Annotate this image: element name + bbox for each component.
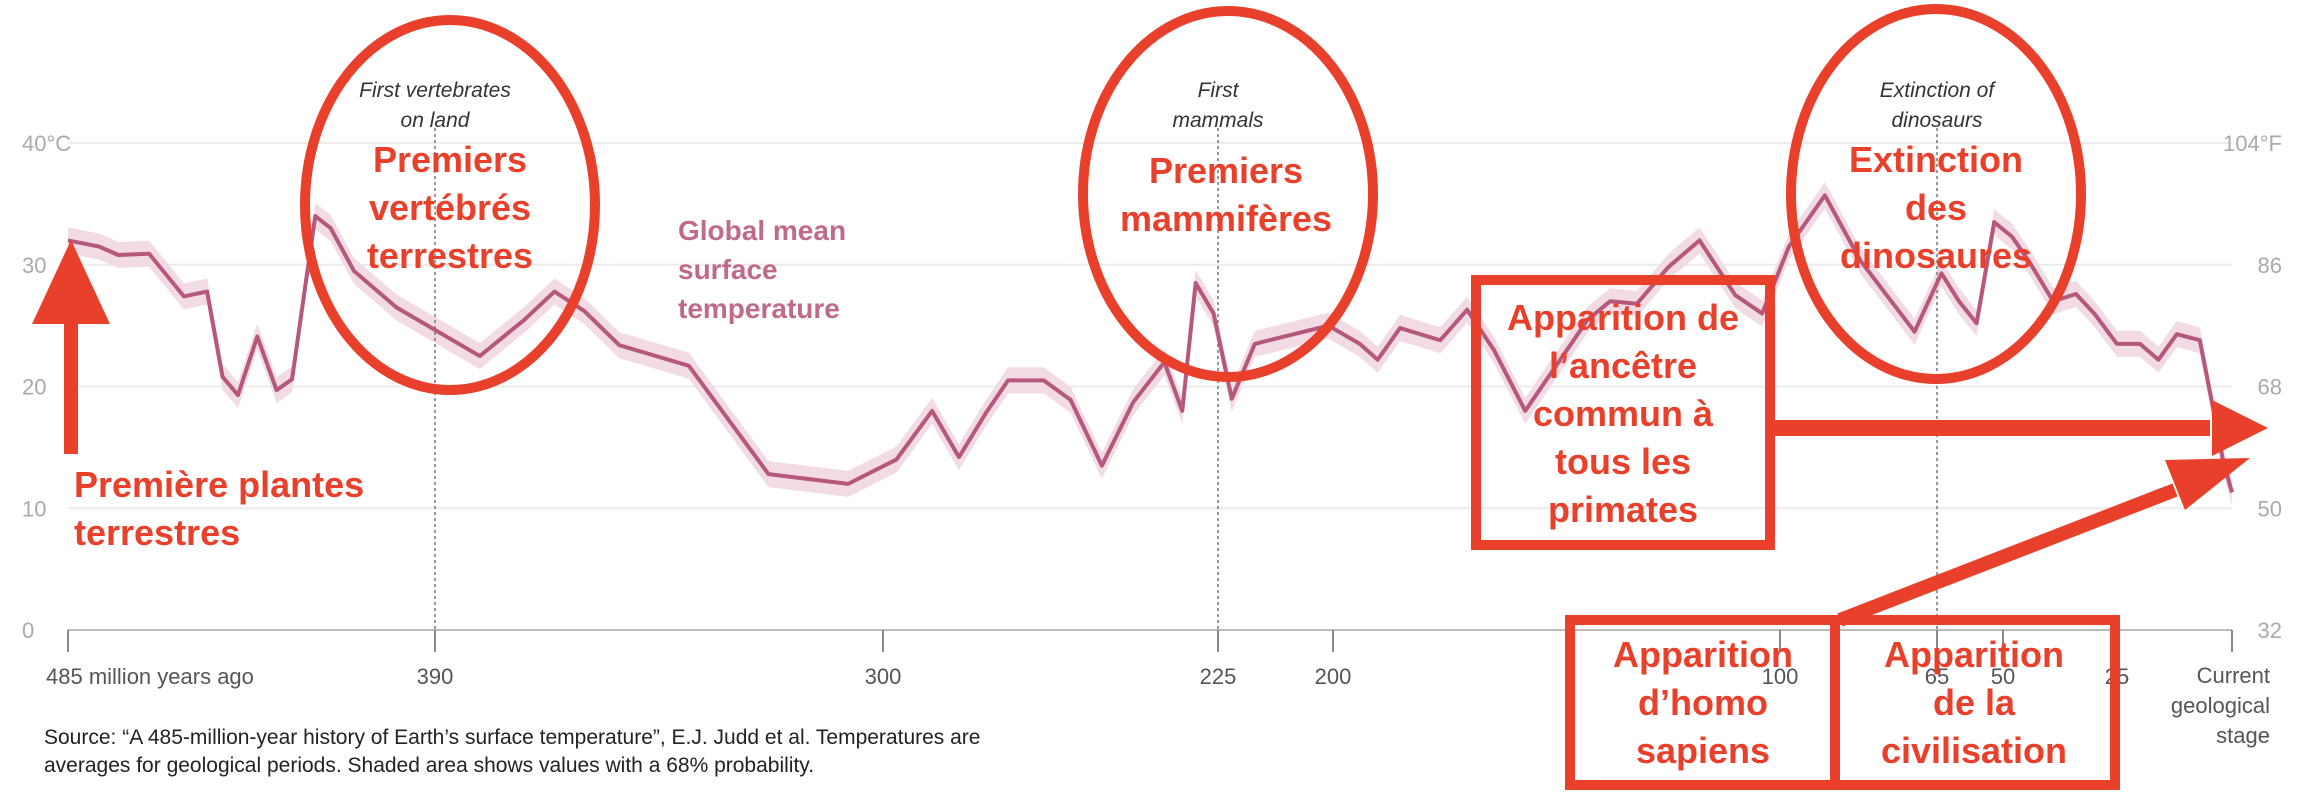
box-primate-ancestor xyxy=(1471,275,1775,550)
confidence-band xyxy=(68,182,2232,506)
uncertainty-band xyxy=(68,182,2232,506)
y-tick-left: 40°C xyxy=(22,131,71,156)
annotation-homo-sapiens: Apparition xyxy=(1613,634,1793,675)
x-tick-label: 50 xyxy=(1991,664,2015,689)
annotation-first-vertebrates: Premiers xyxy=(373,139,527,180)
annotation-dinosaur-extinction: Extinction xyxy=(1849,139,2023,180)
series-name-label: temperature xyxy=(678,293,840,324)
x-tick-label: 200 xyxy=(1315,664,1352,689)
y-tick-left: 30 xyxy=(22,253,46,278)
source-text: averages for geological periods. Shaded … xyxy=(44,754,814,777)
event-label: Extinction of xyxy=(1880,79,1997,102)
x-tick-label: 390 xyxy=(417,664,454,689)
x-tick-label: 65 xyxy=(1925,664,1949,689)
circle-dinosaur-extinction xyxy=(1786,4,2086,384)
arrow-shaft-primates xyxy=(1770,420,2210,436)
event-label: First xyxy=(1198,79,1240,102)
event-label: on land xyxy=(401,109,471,132)
circle-first-mammals xyxy=(1078,6,1378,382)
annotation-civilisation: de la xyxy=(1933,682,2016,723)
annotation-civilisation: Apparition xyxy=(1884,634,2064,675)
x-tick-label: 300 xyxy=(865,664,902,689)
annotation-homo-sapiens: sapiens xyxy=(1636,730,1770,771)
annotation-primate-ancestor: Apparition de xyxy=(1507,297,1739,338)
annotation-primate-ancestor: tous les xyxy=(1555,441,1691,482)
event-label: mammals xyxy=(1172,109,1264,132)
arrow-head-primates xyxy=(2212,400,2268,456)
annotation-dinosaur-extinction: dinosaures xyxy=(1840,235,2032,276)
annotation-homo-sapiens: d’homo xyxy=(1638,682,1768,723)
x-tick-label: geological xyxy=(2171,693,2270,718)
box-civilisation xyxy=(1830,615,2120,790)
annotation-first-mammals: Premiers xyxy=(1149,150,1303,191)
arrow-shaft-first-plants xyxy=(64,314,78,454)
annotation-primate-ancestor: commun à xyxy=(1533,393,1714,434)
annotation-primate-ancestor: l’ancêtre xyxy=(1549,345,1697,386)
red-annotations: Premiers vertébrés terrestres Premiers mammi… xyxy=(32,4,2268,790)
arrow-head-first-plants xyxy=(32,240,110,324)
annotation-civilisation: civilisation xyxy=(1881,730,2067,771)
series-name-label: surface xyxy=(678,254,778,285)
source-text: Source: “A 485-million-year history of E… xyxy=(44,726,980,749)
temperature-series-line xyxy=(67,193,2234,493)
annotation-dinosaur-extinction: des xyxy=(1905,187,1967,228)
y-tick-right: 104°F xyxy=(2223,131,2282,156)
event-label: dinosaurs xyxy=(1891,109,1983,132)
x-tick-label: Current xyxy=(2197,663,2270,688)
annotation-first-land-plants: terrestres xyxy=(74,512,240,553)
event-markers: First vertebrates on land First mammals Exti… xyxy=(359,79,1996,630)
y-tick-left: 0 xyxy=(22,618,34,643)
annotation-primate-ancestor: primates xyxy=(1548,489,1698,530)
source-note: Source: “A 485-million-year history of E… xyxy=(44,726,980,777)
annotation-first-vertebrates: terrestres xyxy=(367,235,533,276)
y-tick-left: 10 xyxy=(22,496,46,521)
circle-first-vertebrates xyxy=(300,15,600,395)
arrow-head-homo-sapiens xyxy=(2165,458,2250,510)
annotation-first-mammals: mammifères xyxy=(1120,198,1332,239)
axis-labels: 0 32 10 50 20 68 30 86 40°C 104°F 485 million year… xyxy=(22,131,2282,748)
y-tick-right: 50 xyxy=(2258,496,2282,521)
annotation-first-land-plants: Première plantes xyxy=(74,464,364,505)
arrow-shaft-homo-sapiens xyxy=(1837,483,2178,627)
y-tick-right: 86 xyxy=(2258,253,2282,278)
y-tick-right: 32 xyxy=(2258,618,2282,643)
temperature-line xyxy=(67,193,2234,493)
x-tick-label: 100 xyxy=(1762,664,1799,689)
series-labels: Global mean surface temperature xyxy=(678,215,846,324)
series-name-label: Global mean xyxy=(678,215,846,246)
event-label: First vertebrates xyxy=(359,79,511,102)
annotation-first-vertebrates: vertébrés xyxy=(369,187,531,228)
y-tick-left: 20 xyxy=(22,375,46,400)
x-tick-label: stage xyxy=(2216,723,2270,748)
x-tick-label: 485 million years ago xyxy=(46,664,254,689)
y-tick-right: 68 xyxy=(2258,375,2282,400)
x-tick-label: 225 xyxy=(1200,664,1237,689)
